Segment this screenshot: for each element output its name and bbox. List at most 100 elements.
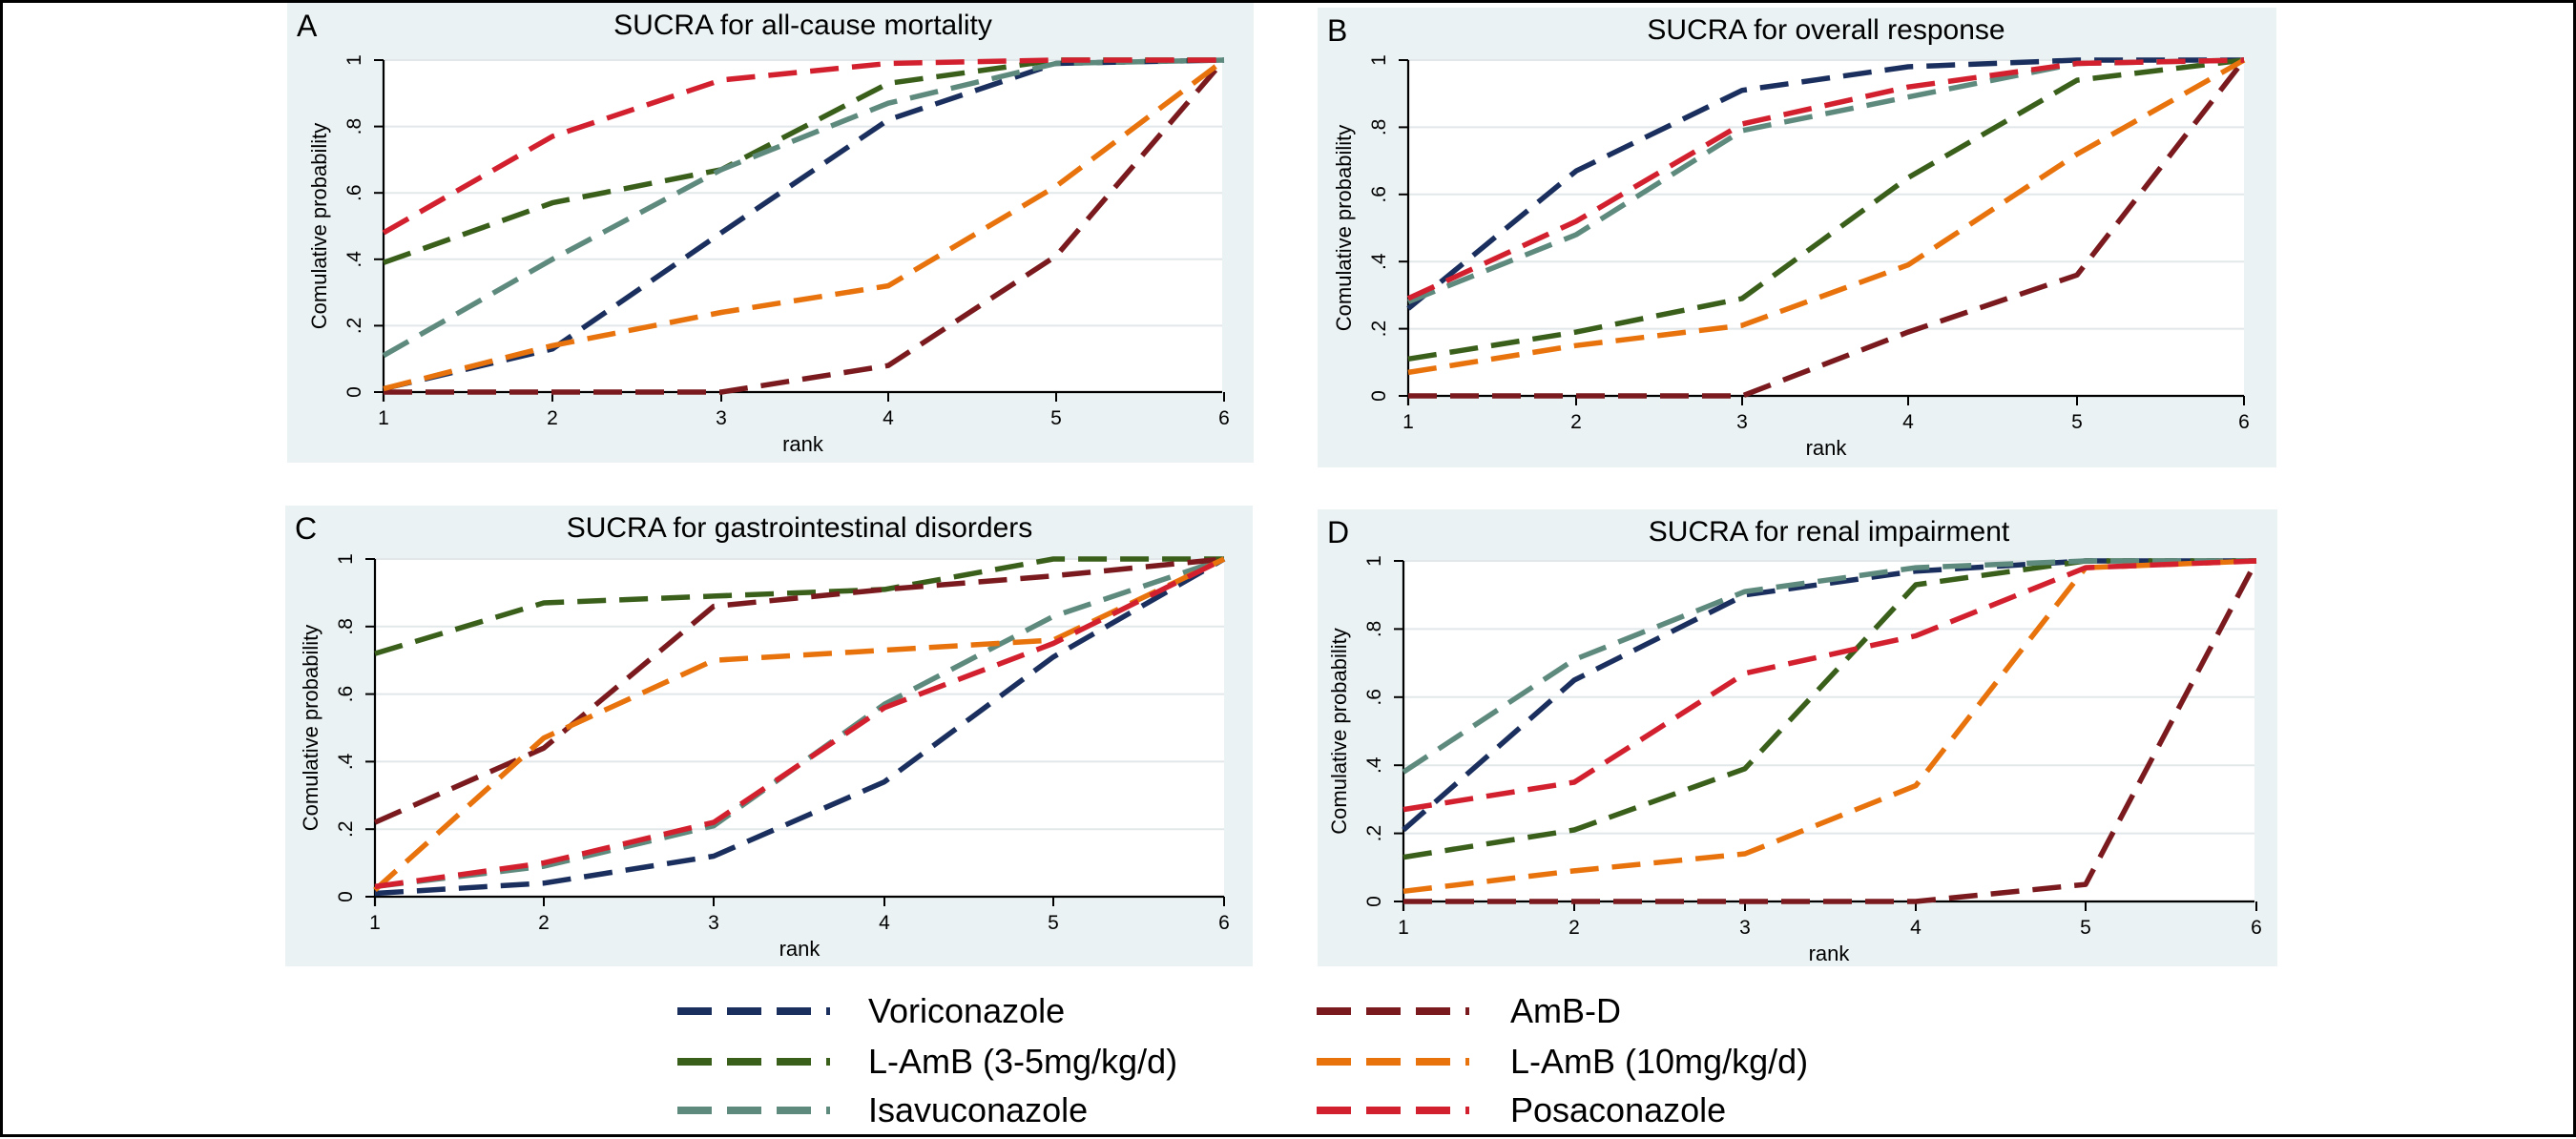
- y-tick-label: .6: [1368, 186, 1390, 203]
- series-group: [1406, 57, 2247, 399]
- series-line-voriconazole: [1406, 57, 2244, 311]
- legend-item-amb-d: AmB-D: [1317, 991, 1621, 1030]
- x-tick-label: 4: [1902, 411, 1914, 433]
- series-line-amb-d: [1403, 559, 2259, 904]
- panel-letter: D: [1327, 515, 1349, 549]
- figure-canvas: 0 .2 .4 .6 .8 1 1 2 3 4 5 6 rank Comulative probabili…: [285, 3, 2277, 1129]
- y-tick-label: .8: [1363, 621, 1385, 638]
- series-line-isavuconazole: [1402, 558, 2256, 775]
- series-line-voriconazole: [1402, 558, 2256, 833]
- chart-title: SUCRA for gastrointestinal disorders: [567, 512, 1033, 544]
- series-line-posaconazole: [374, 556, 1226, 890]
- x-tick-label: 4: [883, 407, 894, 429]
- x-tick-label: 1: [1402, 411, 1414, 433]
- x-tick-label: 6: [2238, 411, 2250, 433]
- series-line-isavuconazole: [1406, 57, 2245, 304]
- series-line-l-amb-10mg-kg-d: [383, 57, 1226, 392]
- x-axis-title: rank: [779, 937, 821, 961]
- series-line-voriconazole: [374, 556, 1226, 897]
- x-tick-label: 6: [1218, 912, 1230, 934]
- x-tick-label: 6: [2251, 917, 2262, 939]
- series-group: [373, 556, 1226, 897]
- x-tick-label: 3: [716, 407, 727, 429]
- y-tick-label: .4: [343, 251, 365, 268]
- series-group: [1402, 558, 2259, 904]
- panel-a: 0 .2 .4 .6 .8 1 1 2 3 4 5 6 rank Comulative probabili…: [287, 3, 1254, 463]
- series-line-isavuconazole: [382, 57, 1225, 359]
- y-tick-label: 1: [1368, 54, 1390, 66]
- chart-title: SUCRA for all-cause mortality: [613, 10, 992, 41]
- legend-label: AmB-D: [1510, 991, 1621, 1030]
- series-line-voriconazole: [383, 57, 1225, 392]
- y-tick-label: .4: [1368, 253, 1390, 270]
- y-tick-label: .2: [1363, 825, 1385, 842]
- series-line-l-amb-10mg-kg-d: [373, 556, 1226, 892]
- x-tick-label: 2: [538, 912, 550, 934]
- panel-letter: B: [1327, 13, 1347, 48]
- y-tick-label: .6: [343, 184, 365, 201]
- legend-label: L-AmB (10mg/kg/d): [1510, 1042, 1808, 1081]
- series-group: [382, 57, 1227, 395]
- y-tick-label: .8: [1368, 119, 1390, 136]
- x-tick-label: 5: [2080, 917, 2091, 939]
- x-tick-label: 1: [1398, 917, 1409, 939]
- legend-item-l-amb-3-5mg-kg-d: L-AmB (3-5mg/kg/d): [677, 1042, 1177, 1081]
- legend-label: Voriconazole: [868, 991, 1065, 1030]
- plot-area: [384, 60, 1222, 392]
- y-tick-label: .2: [343, 318, 365, 335]
- series-line-amb-d: [1408, 58, 2247, 399]
- legend-label: Isavuconazole: [868, 1090, 1088, 1129]
- y-tick-label: 1: [335, 553, 357, 565]
- panel-d: 0 .2 .4 .6 .8 1 1 2 3 4 5 6 rank Comulative probabili…: [1318, 509, 2277, 966]
- plot-area: [1403, 561, 2254, 901]
- x-tick-label: 4: [879, 912, 890, 934]
- x-tick-label: 5: [1048, 912, 1059, 934]
- chart-title: SUCRA for overall response: [1647, 14, 2005, 46]
- legend-item-l-amb-10mg-kg-d: L-AmB (10mg/kg/d): [1317, 1042, 1808, 1081]
- panel-b: 0 .2 .4 .6 .8 1 1 2 3 4 5 6 rank Comulative probabili…: [1318, 8, 2276, 467]
- x-tick-label: 3: [1736, 411, 1748, 433]
- legend-label: L-AmB (3-5mg/kg/d): [868, 1042, 1177, 1081]
- legend-item-voriconazole: Voriconazole: [677, 991, 1065, 1030]
- y-tick-label: 1: [1363, 555, 1385, 567]
- x-tick-label: 2: [1570, 411, 1582, 433]
- y-tick-label: .2: [1368, 321, 1390, 338]
- x-tick-label: 5: [2071, 411, 2083, 433]
- x-tick-label: 2: [547, 407, 558, 429]
- series-line-l-amb-10mg-kg-d: [1407, 57, 2246, 376]
- x-tick-label: 3: [1739, 917, 1751, 939]
- series-line-isavuconazole: [374, 556, 1225, 890]
- legend-item-posaconazole: Posaconazole: [1317, 1090, 1726, 1129]
- y-axis-title: Comulative probability: [299, 625, 322, 831]
- x-tick-label: 1: [378, 407, 389, 429]
- x-axis-title: rank: [1806, 436, 1848, 460]
- panel-c: 0 .2 .4 .6 .8 1 1 2 3 4 5 6 rank Comulative probabili…: [285, 506, 1253, 966]
- y-tick-label: .6: [335, 686, 357, 703]
- y-tick-label: .4: [1363, 756, 1385, 774]
- series-line-posaconazole: [1402, 558, 2257, 813]
- y-tick-label: 1: [343, 54, 365, 66]
- series-line-amb-d: [384, 58, 1227, 395]
- x-axis-title: rank: [782, 432, 824, 456]
- y-tick-label: .6: [1363, 689, 1385, 706]
- y-tick-label: .2: [335, 820, 357, 838]
- x-tick-label: 5: [1050, 407, 1062, 429]
- y-tick-label: 0: [1368, 390, 1390, 402]
- y-tick-label: .8: [335, 618, 357, 635]
- legend: Voriconazole AmB-D L-AmB (3-5mg/kg/d) L-AmB…: [677, 991, 1808, 1129]
- series-line-posaconazole: [1406, 57, 2245, 301]
- x-tick-label: 4: [1910, 917, 1922, 939]
- plot-area: [375, 559, 1224, 897]
- series-line-l-amb-3-5mg-kg-d: [1407, 57, 2245, 362]
- plot-area: [1408, 60, 2244, 396]
- x-axis-title: rank: [1809, 942, 1851, 965]
- panel-letter: A: [297, 9, 318, 43]
- x-tick-label: 1: [369, 912, 381, 934]
- y-axis-title: Comulative probability: [1327, 628, 1351, 834]
- y-tick-label: 0: [1363, 896, 1385, 907]
- legend-item-isavuconazole: Isavuconazole: [677, 1090, 1088, 1129]
- y-axis-title: Comulative probability: [1332, 125, 1356, 331]
- chart-title: SUCRA for renal impairment: [1649, 516, 2010, 548]
- y-axis-title: Comulative probability: [307, 123, 331, 329]
